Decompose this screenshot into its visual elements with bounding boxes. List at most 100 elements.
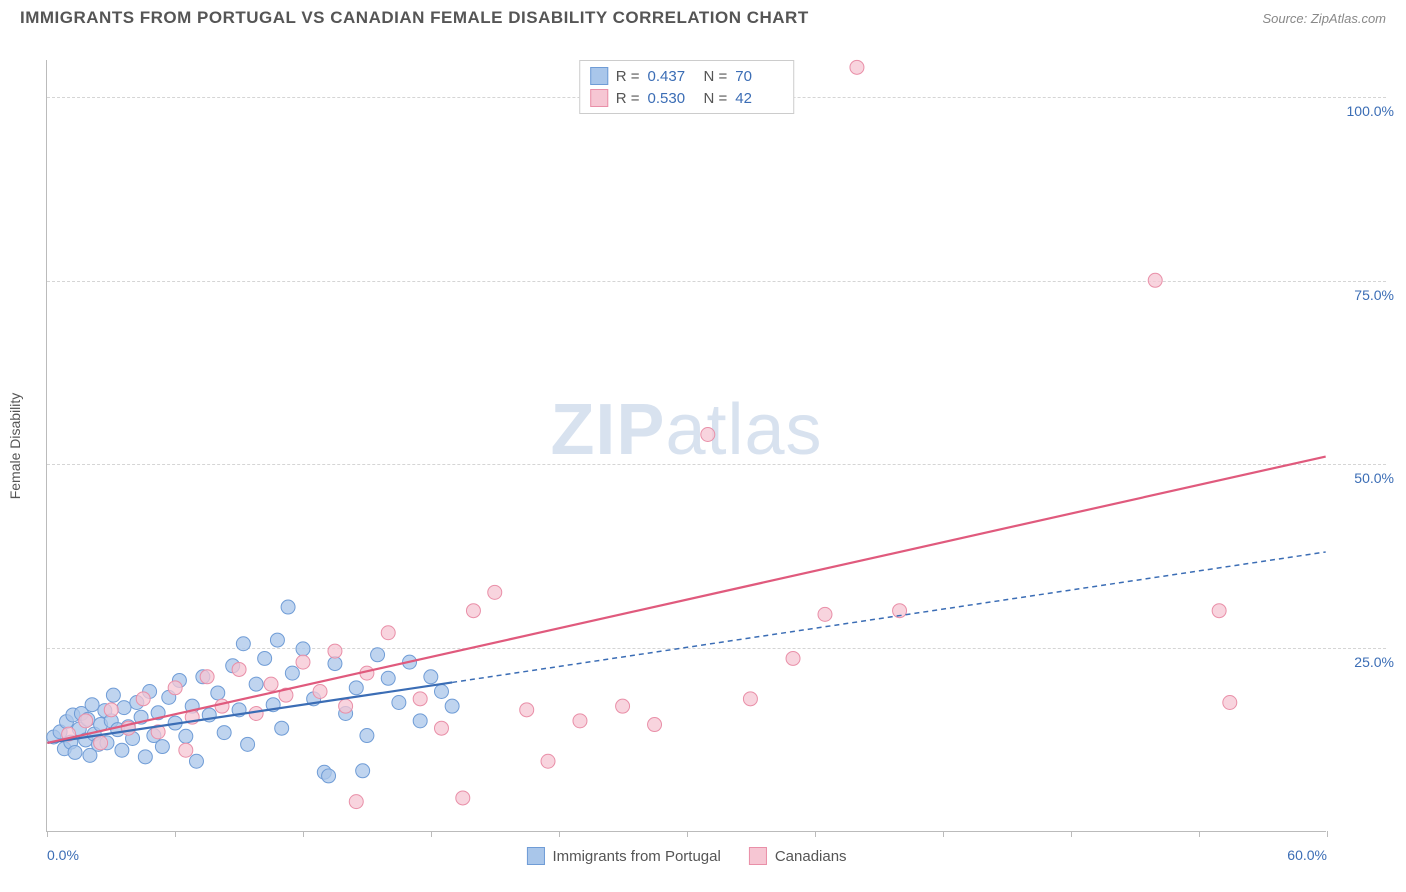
series-swatch xyxy=(590,67,608,85)
r-value: 0.437 xyxy=(648,68,696,85)
data-point xyxy=(701,427,715,441)
n-value: 42 xyxy=(735,90,783,107)
legend-item: Immigrants from Portugal xyxy=(526,847,720,865)
data-point xyxy=(349,681,363,695)
data-point xyxy=(117,701,131,715)
data-point xyxy=(211,686,225,700)
series-legend: Immigrants from Portugal Canadians xyxy=(526,847,846,865)
data-point xyxy=(381,626,395,640)
data-point xyxy=(217,726,231,740)
data-point xyxy=(270,633,284,647)
correlation-stats-box: R = 0.437 N = 70 R = 0.530 N = 42 xyxy=(579,60,795,114)
data-point xyxy=(616,699,630,713)
y-axis-label: Female Disability xyxy=(7,392,23,499)
data-point xyxy=(285,666,299,680)
data-point xyxy=(573,714,587,728)
chart-title: IMMIGRANTS FROM PORTUGAL VS CANADIAN FEM… xyxy=(20,8,809,28)
y-tick-label: 75.0% xyxy=(1354,287,1394,303)
data-point xyxy=(381,671,395,685)
data-point xyxy=(215,699,229,713)
y-tick-label: 50.0% xyxy=(1354,470,1394,486)
data-point xyxy=(68,745,82,759)
trend-line-extrapolated xyxy=(452,552,1326,682)
data-point xyxy=(115,743,129,757)
data-point xyxy=(322,769,336,783)
x-tick-label: 60.0% xyxy=(1287,847,1327,863)
r-label: R = xyxy=(616,90,640,107)
n-value: 70 xyxy=(735,68,783,85)
r-label: R = xyxy=(616,68,640,85)
data-point xyxy=(296,655,310,669)
data-point xyxy=(106,688,120,702)
data-point xyxy=(541,754,555,768)
data-point xyxy=(648,718,662,732)
data-point xyxy=(275,721,289,735)
data-point xyxy=(264,677,278,691)
data-point xyxy=(424,670,438,684)
x-tick xyxy=(815,831,816,837)
data-point xyxy=(743,692,757,706)
data-point xyxy=(356,764,370,778)
data-point xyxy=(349,795,363,809)
y-tick-label: 25.0% xyxy=(1354,654,1394,670)
r-value: 0.530 xyxy=(648,90,696,107)
data-point xyxy=(79,714,93,728)
data-point xyxy=(241,737,255,751)
data-point xyxy=(392,696,406,710)
trend-line xyxy=(47,457,1325,743)
x-tick xyxy=(431,831,432,837)
chart-header: IMMIGRANTS FROM PORTUGAL VS CANADIAN FEM… xyxy=(0,0,1406,32)
x-tick-label: 0.0% xyxy=(47,847,79,863)
data-point xyxy=(1148,273,1162,287)
series-swatch xyxy=(590,89,608,107)
data-point xyxy=(328,644,342,658)
x-tick xyxy=(943,831,944,837)
data-point xyxy=(413,714,427,728)
data-point xyxy=(456,791,470,805)
x-tick xyxy=(47,831,48,837)
chart-container: ZIPatlas R =0.437N =70R =0.530N =42 Fema… xyxy=(46,60,1326,832)
data-point xyxy=(155,740,169,754)
data-point xyxy=(328,657,342,671)
data-point xyxy=(313,684,327,698)
legend-item: Canadians xyxy=(749,847,847,865)
n-label: N = xyxy=(704,68,728,85)
data-point xyxy=(236,637,250,651)
x-tick xyxy=(1327,831,1328,837)
plot-area: ZIPatlas R =0.437N =70R =0.530N =42 Fema… xyxy=(46,60,1326,832)
data-point xyxy=(371,648,385,662)
data-point xyxy=(1212,604,1226,618)
n-label: N = xyxy=(704,90,728,107)
data-point xyxy=(258,651,272,665)
data-point xyxy=(200,670,214,684)
data-point xyxy=(413,692,427,706)
x-tick xyxy=(559,831,560,837)
data-point xyxy=(179,729,193,743)
series-swatch xyxy=(526,847,544,865)
data-point xyxy=(360,729,374,743)
data-point xyxy=(296,642,310,656)
data-point xyxy=(85,698,99,712)
data-point xyxy=(339,699,353,713)
y-tick-label: 100.0% xyxy=(1347,103,1394,119)
data-point xyxy=(850,60,864,74)
data-point xyxy=(786,651,800,665)
data-point xyxy=(1223,696,1237,710)
x-tick xyxy=(175,831,176,837)
x-tick xyxy=(1071,831,1072,837)
data-point xyxy=(168,681,182,695)
data-point xyxy=(434,721,448,735)
x-tick xyxy=(303,831,304,837)
data-point xyxy=(818,607,832,621)
data-point xyxy=(136,692,150,706)
data-point xyxy=(94,736,108,750)
data-point xyxy=(189,754,203,768)
data-point xyxy=(445,699,459,713)
data-point xyxy=(281,600,295,614)
data-point xyxy=(232,662,246,676)
source-attribution: Source: ZipAtlas.com xyxy=(1262,11,1386,26)
scatter-plot-svg xyxy=(47,60,1326,831)
stats-row: R = 0.530 N = 42 xyxy=(590,87,784,109)
data-point xyxy=(488,585,502,599)
legend-label: Immigrants from Portugal xyxy=(552,848,720,865)
